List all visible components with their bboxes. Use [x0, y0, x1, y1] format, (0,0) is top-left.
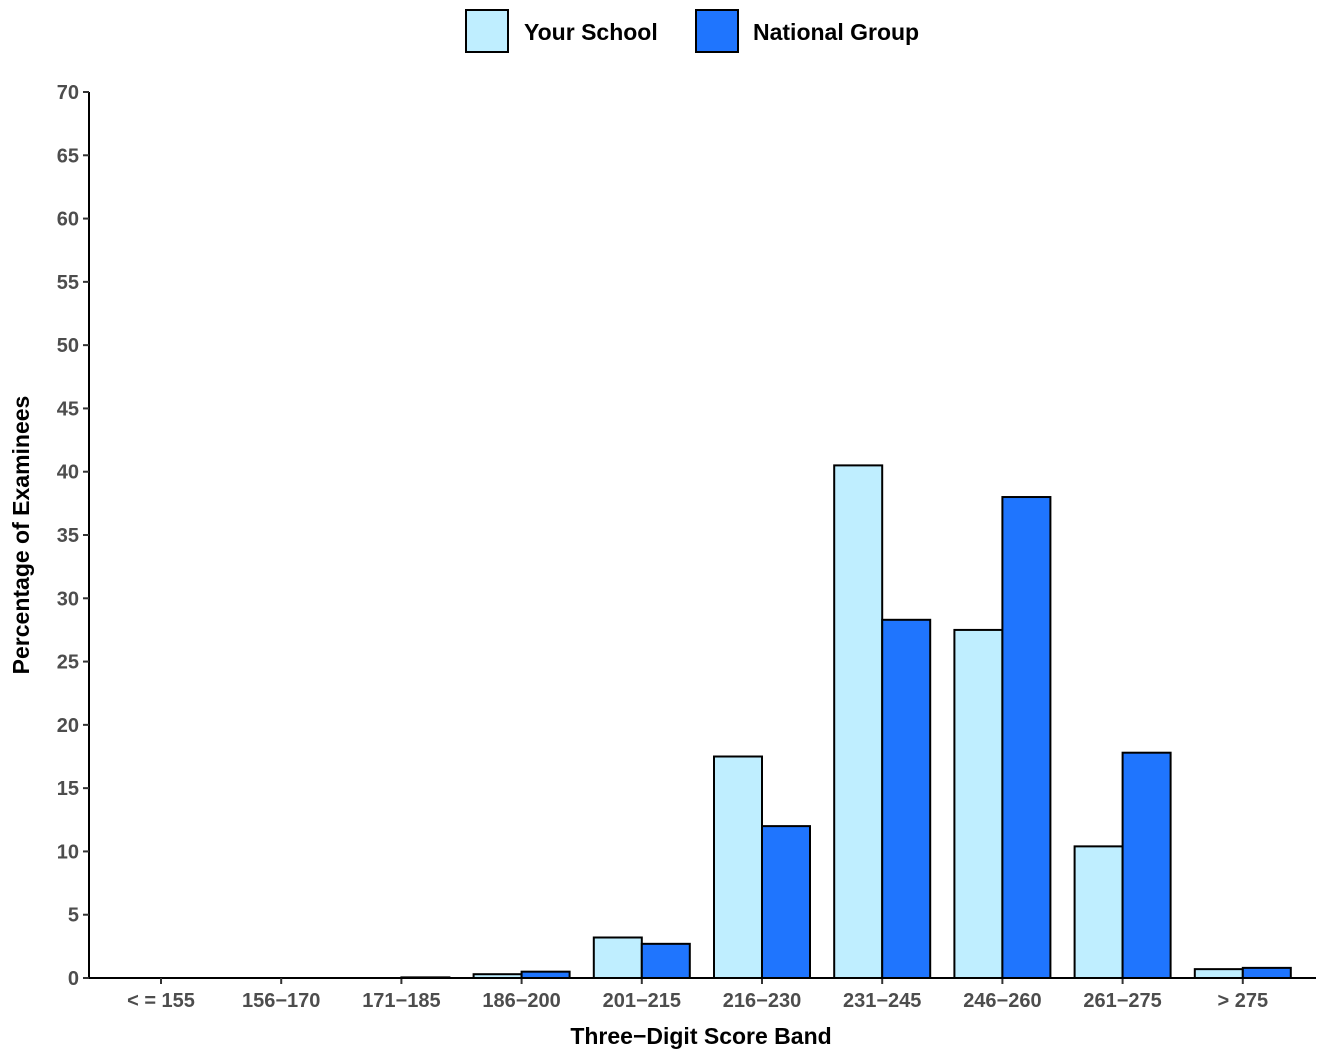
y-tick-label: 55 [57, 272, 79, 294]
y-axis: 0 5 10 15 20 25 30 35 40 45 50 55 60 65 70 [57, 82, 90, 990]
x-tick-label: 231−245 [843, 990, 921, 1012]
legend-label: National Group [753, 19, 919, 45]
y-tick-label: 70 [57, 82, 79, 104]
legend-swatch [695, 9, 739, 53]
legend-label: Your School [524, 19, 658, 45]
bar-your-school [833, 464, 884, 979]
bar-your-school [1073, 845, 1124, 980]
bar-your-school [1193, 968, 1244, 980]
bar-national-group [1001, 496, 1052, 979]
y-tick-label: 0 [68, 968, 79, 990]
x-tick-label: 246−260 [963, 990, 1041, 1012]
bars [400, 464, 1292, 980]
bar-national-group [640, 942, 691, 980]
y-tick-label: 15 [57, 778, 79, 800]
bar-your-school [592, 936, 643, 979]
legend: Your School National Group [465, 9, 919, 53]
x-tick-label: 156−170 [242, 990, 320, 1012]
y-axis-title: Percentage of Examinees [8, 396, 34, 675]
x-tick-label: < = 155 [127, 990, 195, 1012]
x-tick-label: 261−275 [1083, 990, 1161, 1012]
x-tick-label: 216−230 [723, 990, 801, 1012]
y-tick-label: 65 [57, 145, 79, 167]
bar-your-school [953, 628, 1004, 980]
legend-swatch [465, 9, 509, 53]
bar-national-group [1121, 751, 1172, 980]
x-tick-label: 171−185 [362, 990, 440, 1012]
x-tick-label: 201−215 [603, 990, 681, 1012]
bar-national-group [400, 976, 451, 979]
legend-your-school: Your School [465, 9, 658, 53]
x-tick-label: 186−200 [482, 990, 560, 1012]
y-tick-label: 5 [68, 905, 79, 927]
y-tick-label: 40 [57, 462, 79, 484]
y-tick-label: 10 [57, 841, 79, 863]
y-tick-label: 20 [57, 715, 79, 737]
x-axis-title: Three−Digit Score Band [570, 1023, 831, 1049]
y-tick-label: 25 [57, 652, 79, 674]
y-tick-label: 30 [57, 588, 79, 610]
bar-national-group [761, 825, 811, 979]
x-tick-label: > 275 [1217, 990, 1268, 1012]
y-tick-label: 50 [57, 335, 79, 357]
legend-national-group: National Group [695, 9, 919, 53]
x-axis: < = 155 156−170 171−185 186−200 201−215 216−2… [89, 977, 1316, 1012]
bar-your-school [472, 973, 523, 980]
y-tick-label: 45 [57, 398, 79, 420]
y-tick-label: 35 [57, 525, 79, 547]
bar-your-school [713, 755, 763, 979]
bar-national-group [520, 970, 571, 980]
y-tick-label: 60 [57, 209, 79, 231]
bar-national-group [881, 618, 932, 979]
bar-national-group [1241, 966, 1292, 979]
